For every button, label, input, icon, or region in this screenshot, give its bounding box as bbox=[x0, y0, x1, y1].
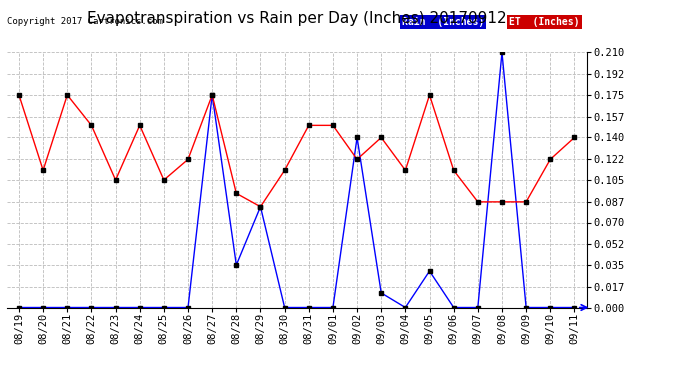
Text: Evapotranspiration vs Rain per Day (Inches) 20170912: Evapotranspiration vs Rain per Day (Inch… bbox=[87, 11, 506, 26]
Text: Rain  (Inches): Rain (Inches) bbox=[402, 17, 484, 27]
Text: ET  (Inches): ET (Inches) bbox=[509, 17, 580, 27]
Text: Copyright 2017 Cartronics.com: Copyright 2017 Cartronics.com bbox=[7, 17, 163, 26]
